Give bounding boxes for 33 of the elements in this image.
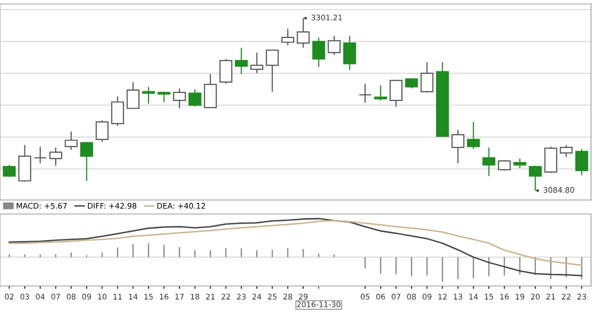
candlestick — [343, 35, 356, 71]
candlestick — [80, 141, 94, 182]
candlestick — [560, 144, 573, 158]
candlestick — [420, 62, 434, 93]
candlestick — [482, 146, 496, 177]
candlestick — [328, 35, 341, 56]
candlestick — [250, 52, 264, 74]
candlestick — [405, 78, 418, 90]
candlestick — [204, 74, 217, 108]
candlestick — [96, 120, 109, 142]
candlestick — [544, 146, 558, 174]
candlestick — [358, 83, 372, 104]
candlestick — [234, 47, 248, 75]
candlestick — [111, 96, 124, 126]
candlestick — [142, 86, 155, 104]
candlestick — [466, 121, 480, 150]
candlestick — [188, 88, 202, 108]
candlestick — [158, 91, 170, 103]
candlestick — [374, 84, 388, 101]
candlestick — [34, 146, 47, 164]
candlestick — [513, 158, 526, 169]
candlestick — [219, 58, 232, 84]
candlestick — [312, 36, 326, 68]
candlestick — [49, 146, 62, 166]
candlestick — [2, 164, 16, 178]
candlestick — [281, 28, 294, 46]
candlestick — [126, 82, 140, 109]
candlestick — [390, 80, 402, 108]
candlestick — [64, 130, 78, 150]
candlestick — [452, 129, 464, 164]
candlestick — [266, 50, 279, 92]
candlestick — [575, 148, 588, 176]
candlestick — [173, 88, 186, 109]
